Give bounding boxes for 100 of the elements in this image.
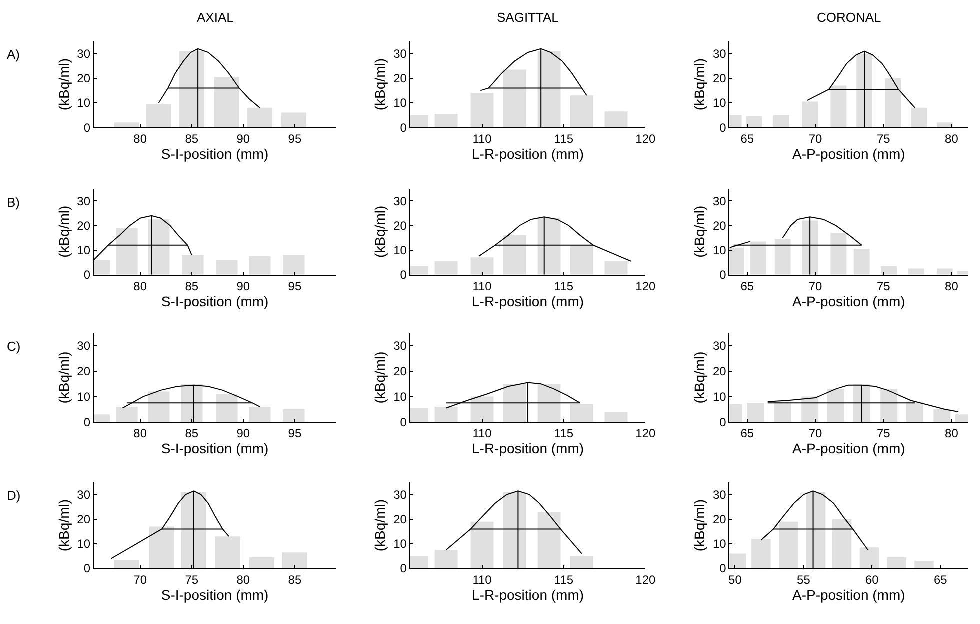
x-axis-title: L-R-position (mm) — [472, 586, 584, 603]
x-tick-label: 70 — [808, 279, 823, 294]
y-tick-label: 30 — [77, 194, 91, 208]
x-tick-label: 85 — [185, 132, 199, 146]
x-tick-label: 120 — [636, 279, 656, 294]
x-tick-label: 85 — [185, 279, 199, 294]
x-tick-label: 75 — [876, 426, 891, 441]
y-tick-label: 30 — [712, 339, 727, 354]
y-tick-label: 0 — [400, 268, 408, 282]
y-axis-title: (kBq/ml) — [56, 499, 72, 552]
y-tick-label: 30 — [394, 488, 408, 502]
x-tick-label: 80 — [134, 132, 148, 146]
y-tick-label: 0 — [720, 120, 727, 135]
y-tick-label: 30 — [712, 194, 727, 208]
text: A) — [7, 47, 20, 62]
y-tick-label: 10 — [712, 537, 727, 552]
y-axis-title: (kBq/ml) — [692, 58, 708, 111]
y-tick-label: 20 — [394, 218, 408, 233]
y-tick-label: 20 — [394, 364, 408, 379]
y-tick-label: 10 — [77, 390, 91, 404]
x-tick-label: 65 — [740, 426, 754, 441]
x-tick-label: 110 — [472, 426, 492, 441]
x-tick-label: 110 — [472, 132, 492, 146]
chart-title: CORONAL — [817, 10, 882, 25]
y-tick-label: 30 — [77, 339, 91, 354]
chart-title: AXIAL — [197, 10, 234, 25]
y-tick-label: 0 — [400, 120, 408, 135]
y-tick-label: 20 — [712, 72, 727, 86]
x-tick-label: 110 — [472, 279, 492, 294]
x-tick-label: 110 — [472, 572, 492, 587]
y-axis-title: (kBq/ml) — [372, 499, 388, 552]
y-axis-title: (kBq/ml) — [56, 58, 72, 111]
text: D) — [7, 488, 21, 503]
x-tick-label: 80 — [945, 426, 959, 441]
y-tick-label: 10 — [394, 96, 408, 110]
x-tick-label: 75 — [185, 572, 199, 587]
y-tick-label: 20 — [77, 72, 91, 86]
x-axis-title: S-I-position (mm) — [161, 293, 269, 310]
chart-title: SAGITTAL — [497, 10, 559, 25]
x-axis-title: A-P-position (mm) — [792, 293, 906, 310]
x-tick-label: 80 — [945, 279, 959, 294]
y-tick-label: 0 — [84, 415, 91, 430]
x-tick-label: 70 — [808, 132, 823, 146]
x-axis-title: S-I-position (mm) — [161, 440, 269, 457]
y-tick-label: 10 — [712, 390, 727, 404]
x-tick-label: 65 — [740, 279, 754, 294]
y-axis-title: (kBq/ml) — [692, 206, 708, 258]
x-tick-label: 90 — [236, 132, 250, 146]
x-axis-title: A-P-position (mm) — [792, 146, 906, 162]
y-tick-label: 20 — [394, 512, 408, 527]
y-tick-label: 10 — [394, 537, 408, 552]
y-tick-label: 0 — [400, 562, 408, 576]
x-tick-label: 90 — [236, 426, 250, 441]
x-tick-label: 60 — [866, 572, 880, 587]
x-tick-label: 70 — [808, 426, 823, 441]
x-tick-label: 95 — [288, 426, 302, 441]
text: C) — [7, 339, 21, 354]
y-tick-label: 0 — [720, 562, 727, 576]
y-tick-label: 20 — [712, 218, 727, 233]
y-tick-label: 10 — [77, 244, 91, 258]
x-tick-label: 75 — [876, 279, 891, 294]
x-tick-label: 85 — [288, 572, 302, 587]
x-tick-label: 65 — [934, 572, 948, 587]
y-axis-title: (kBq/ml) — [372, 58, 388, 111]
x-tick-label: 50 — [728, 572, 742, 587]
y-axis-title: (kBq/ml) — [692, 499, 708, 552]
x-tick-label: 80 — [945, 132, 959, 146]
x-tick-label: 65 — [740, 132, 754, 146]
y-tick-label: 30 — [394, 339, 408, 354]
y-tick-label: 0 — [400, 415, 408, 430]
x-tick-label: 115 — [554, 132, 574, 146]
y-tick-label: 10 — [394, 244, 408, 258]
x-tick-label: 115 — [554, 279, 574, 294]
x-tick-label: 120 — [636, 572, 656, 587]
x-axis-title: A-P-position (mm) — [792, 586, 906, 603]
x-tick-label: 80 — [236, 572, 250, 587]
x-tick-label: 95 — [288, 132, 302, 146]
y-axis-title: (kBq/ml) — [56, 206, 72, 258]
y-tick-label: 10 — [712, 244, 727, 258]
y-tick-label: 20 — [712, 512, 727, 527]
text: B) — [7, 195, 20, 210]
y-tick-label: 20 — [394, 72, 408, 86]
x-tick-label: 70 — [134, 572, 148, 587]
y-tick-label: 0 — [720, 415, 727, 430]
y-axis-title: (kBq/ml) — [372, 352, 388, 404]
y-axis-title: (kBq/ml) — [692, 352, 708, 404]
x-tick-label: 120 — [636, 132, 656, 146]
x-axis-title: S-I-position (mm) — [161, 586, 269, 603]
y-tick-label: 20 — [712, 364, 727, 379]
y-tick-label: 0 — [84, 120, 91, 135]
y-tick-label: 30 — [712, 47, 727, 62]
y-tick-label: 20 — [77, 364, 91, 379]
y-tick-label: 0 — [84, 268, 91, 282]
y-tick-label: 0 — [720, 268, 727, 282]
x-axis-title: L-R-position (mm) — [472, 440, 584, 457]
y-tick-label: 30 — [77, 47, 91, 62]
y-tick-label: 20 — [77, 512, 91, 527]
y-tick-label: 10 — [77, 537, 91, 552]
x-tick-label: 75 — [876, 132, 891, 146]
y-tick-label: 30 — [394, 194, 408, 208]
